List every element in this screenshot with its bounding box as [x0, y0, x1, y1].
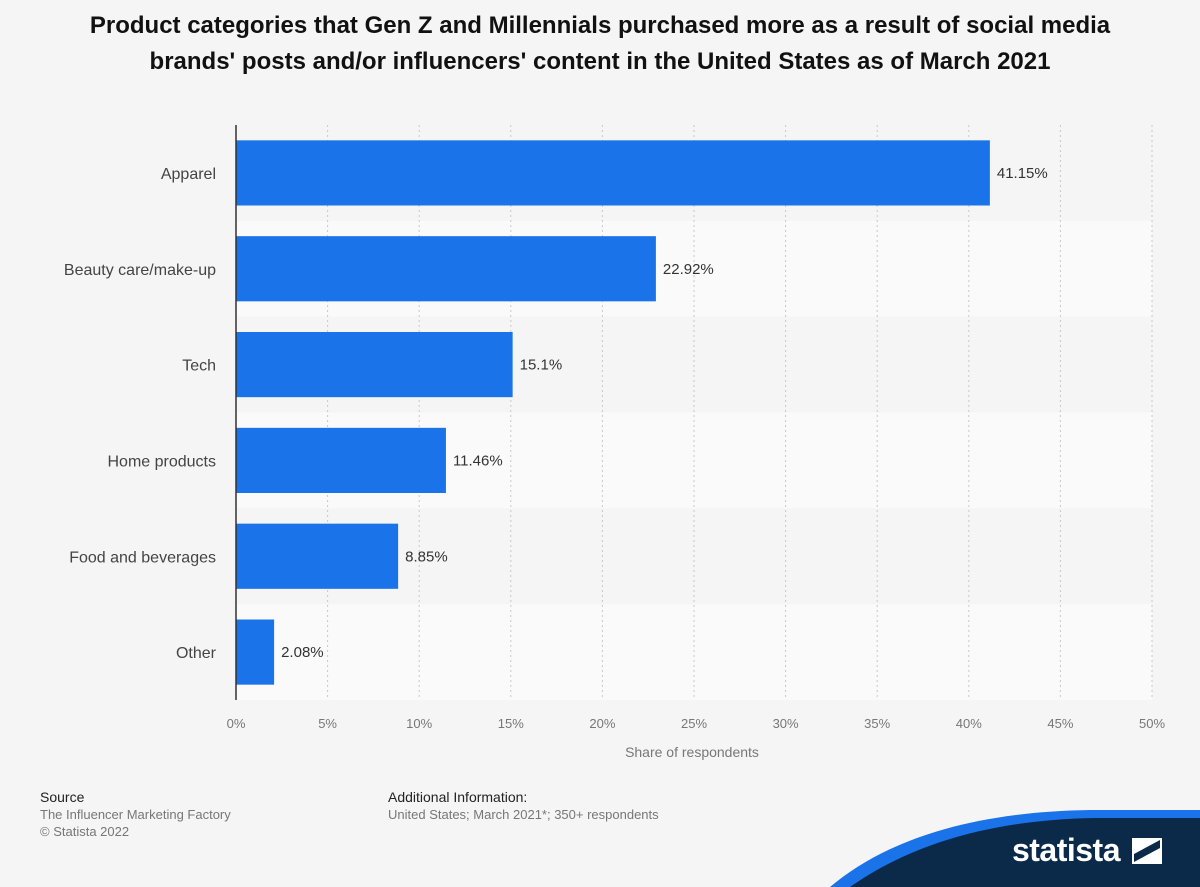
x-axis-label: Share of respondents	[625, 744, 759, 760]
source-heading: Source	[40, 789, 85, 805]
bar[interactable]	[236, 427, 446, 493]
copyright: © Statista 2022	[40, 824, 130, 839]
logo-text: statista	[1011, 832, 1121, 868]
x-tick-label: 40%	[956, 716, 982, 731]
x-tick-label: 35%	[864, 716, 890, 731]
x-tick-labels: 0% 5% 10% 15% 20% 25% 30% 35% 40% 45% 50%	[227, 716, 1166, 731]
statista-logo[interactable]: statista	[1012, 832, 1162, 869]
category-labels: Apparel Beauty care/make-up Tech Home produ…	[64, 166, 217, 662]
info-heading: Additional Information:	[388, 789, 528, 805]
bars	[236, 140, 990, 685]
category-label: Apparel	[161, 166, 216, 183]
x-tick-label: 20%	[589, 716, 615, 731]
additional-info-block: Additional Information: United States; M…	[388, 789, 659, 823]
value-label: 15.1%	[520, 357, 563, 374]
gridlines	[327, 125, 1153, 700]
bar[interactable]	[236, 236, 656, 302]
value-label: 41.15%	[997, 165, 1048, 182]
value-label: 22.92%	[663, 261, 714, 278]
x-tick-label: 30%	[773, 716, 799, 731]
x-tick-label: 5%	[318, 716, 337, 731]
bar[interactable]	[236, 140, 990, 206]
info-text: United States; March 2021*; 350+ respond…	[388, 807, 659, 822]
x-tick-label: 45%	[1047, 716, 1073, 731]
x-tick-label: 25%	[681, 716, 707, 731]
statista-mark-icon	[1132, 837, 1162, 864]
source-name: The Influencer Marketing Factory	[40, 807, 231, 822]
x-tick-label: 10%	[406, 716, 432, 731]
category-label: Other	[176, 645, 217, 662]
x-tick-label: 50%	[1139, 716, 1165, 731]
value-label: 11.46%	[453, 452, 503, 469]
chart-title: Product categories that Gen Z and Millen…	[89, 12, 1111, 75]
category-label: Food and beverages	[69, 549, 216, 566]
value-label: 2.08%	[281, 644, 324, 661]
bar[interactable]	[236, 523, 399, 589]
category-label: Tech	[182, 358, 216, 375]
bar[interactable]	[236, 332, 513, 398]
value-labels: 41.15% 22.92% 15.1% 11.46% 8.85% 2.08%	[281, 165, 1048, 661]
x-tick-label: 0%	[227, 716, 246, 731]
x-tick-label: 15%	[498, 716, 524, 731]
category-label: Home products	[108, 453, 217, 470]
source-block: Source The Influencer Marketing Factory …	[40, 789, 231, 840]
bar[interactable]	[236, 619, 275, 685]
value-label: 8.85%	[405, 548, 448, 565]
category-label: Beauty care/make-up	[64, 262, 216, 279]
